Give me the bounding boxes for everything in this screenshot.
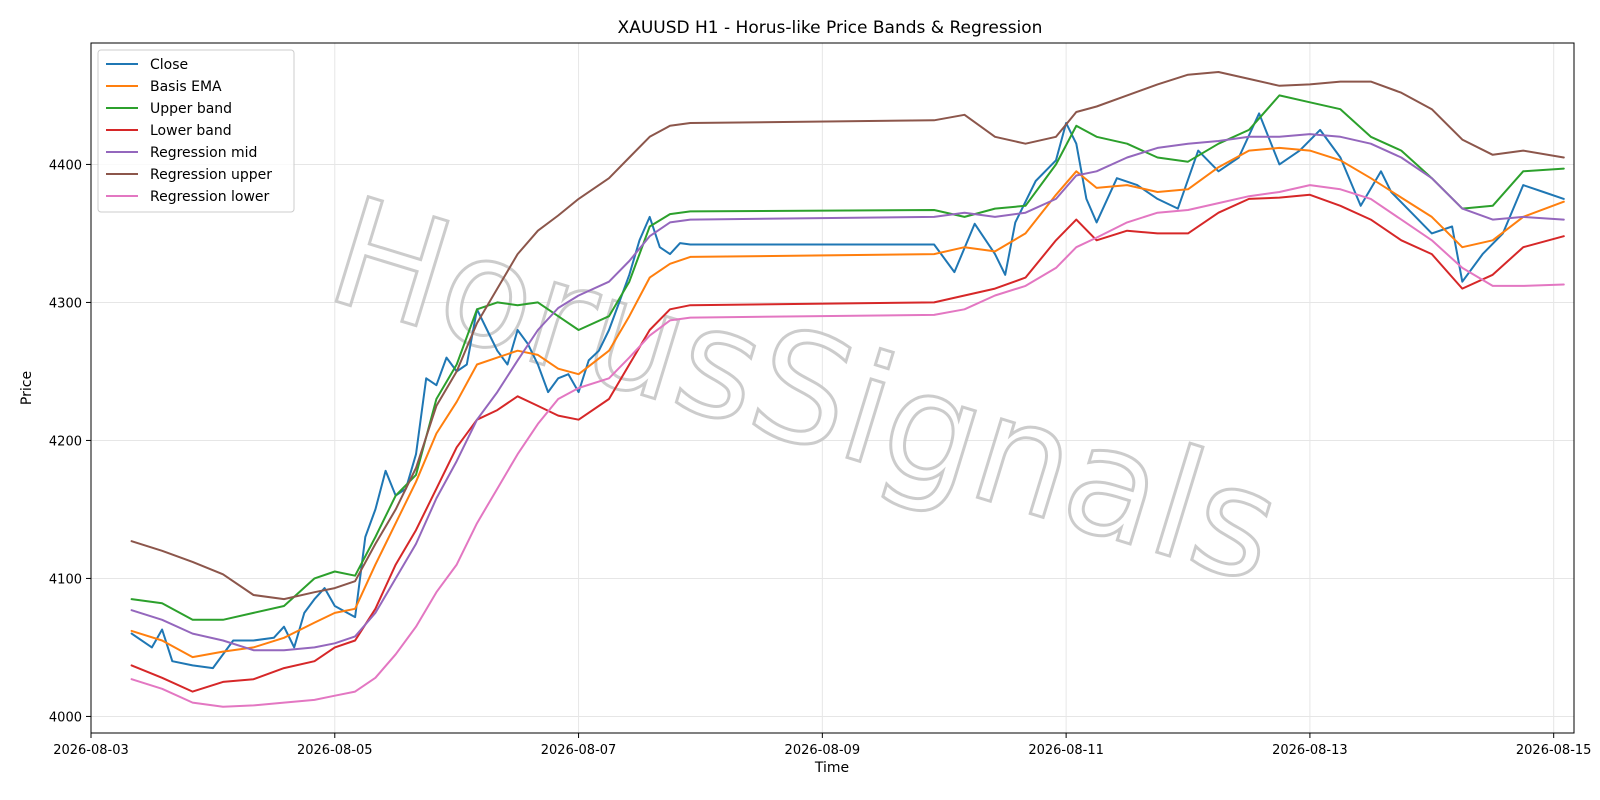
- x-tick-label: 2026-08-03: [53, 743, 129, 758]
- legend-label: Basis EMA: [150, 79, 222, 95]
- x-tick-label: 2026-08-13: [1272, 743, 1348, 758]
- x-axis-ticks: 2026-08-03 2026-08-05 2026-08-07 2026-08-09…: [53, 733, 1591, 758]
- legend-label: Lower band: [150, 123, 232, 139]
- y-tick-label: 4000: [49, 710, 82, 725]
- y-tick-label: 4200: [49, 434, 82, 449]
- chart-title: XAUUSD H1 - Horus-like Price Bands & Reg…: [618, 18, 1043, 38]
- x-tick-label: 2026-08-05: [297, 743, 373, 758]
- series-line-regression-upper: [130, 71, 1565, 601]
- y-tick-label: 4300: [49, 296, 82, 311]
- legend: Close Basis EMA Upper band Lower band Regres…: [97, 49, 295, 213]
- y-axis-ticks: 4000 4100 4200 4300 4400: [49, 158, 91, 725]
- x-tick-label: 2026-08-07: [541, 743, 617, 758]
- y-axis-label: Price: [19, 371, 35, 405]
- series-line-regression-mid: [130, 133, 1565, 652]
- series-line-basis-ema: [130, 146, 1565, 659]
- legend-label: Regression upper: [150, 167, 272, 183]
- legend-box: [97, 49, 295, 213]
- legend-label: Regression lower: [150, 189, 270, 205]
- x-axis-label: Time: [814, 760, 849, 776]
- series-line-lower-band: [130, 193, 1565, 693]
- x-tick-label: 2026-08-09: [785, 743, 861, 758]
- plot-frame: [90, 42, 1575, 734]
- x-tick-label: 2026-08-11: [1028, 743, 1104, 758]
- legend-label: Regression mid: [150, 145, 257, 161]
- series-line-regression-lower: [130, 184, 1565, 708]
- legend-label: Upper band: [150, 101, 232, 117]
- x-tick-label: 2026-08-15: [1516, 743, 1592, 758]
- y-tick-label: 4100: [49, 572, 82, 587]
- series-line-upper-band: [130, 94, 1565, 621]
- legend-label: Close: [150, 57, 188, 73]
- y-tick-label: 4400: [49, 158, 82, 173]
- series-lines: [130, 71, 1565, 708]
